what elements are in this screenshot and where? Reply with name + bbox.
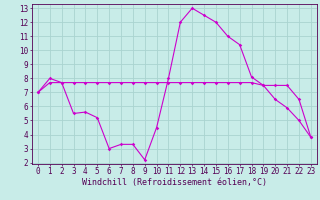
X-axis label: Windchill (Refroidissement éolien,°C): Windchill (Refroidissement éolien,°C) — [82, 178, 267, 187]
